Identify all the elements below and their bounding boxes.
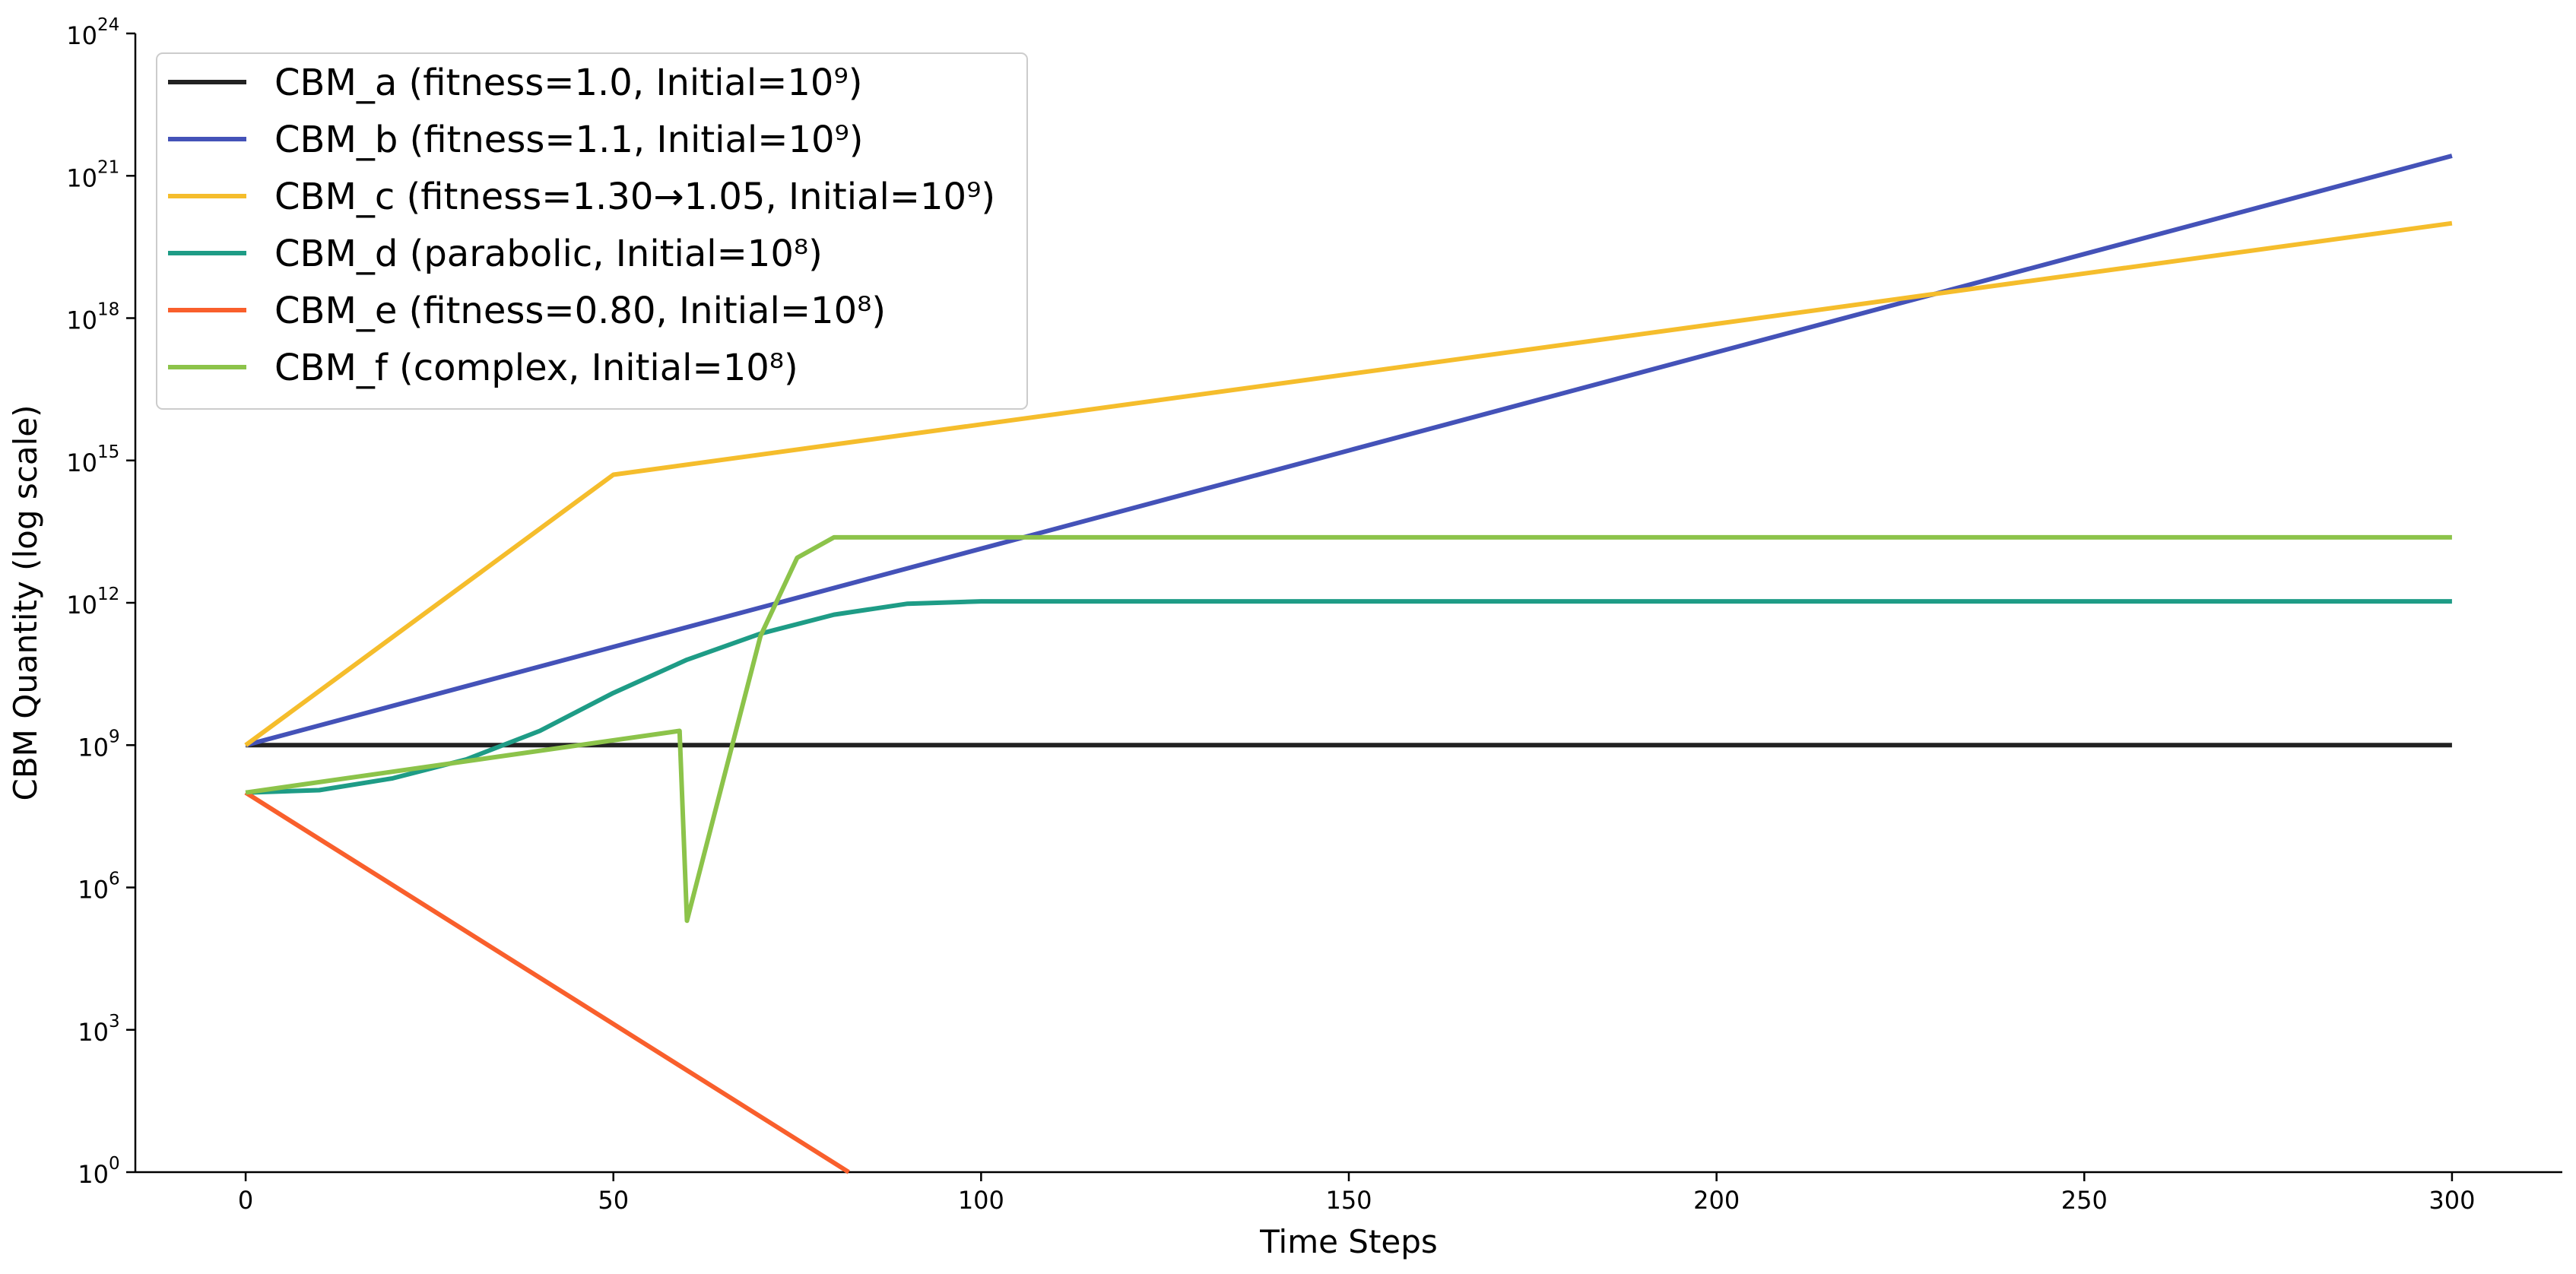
legend-label: CBM_b (fitness=1.1, Initial=10⁹) bbox=[274, 119, 864, 161]
y-tick-label: 10 0 bbox=[78, 1154, 119, 1189]
y-tick-label: 10 12 bbox=[66, 585, 119, 620]
y-tick-exponent: 9 bbox=[109, 727, 120, 746]
legend-box bbox=[156, 52, 1028, 410]
series-line-6 bbox=[245, 534, 2452, 924]
y-tick-base: 10 bbox=[66, 21, 97, 50]
legend: CBM_a (fitness=1.0, Initial=10⁹) CBM_b (f… bbox=[156, 52, 1028, 410]
legend-label: CBM_d (parabolic, Initial=10⁸) bbox=[274, 233, 823, 275]
x-axis-label: Time Steps bbox=[1259, 1223, 1438, 1260]
y-tick-label: 10 6 bbox=[78, 870, 119, 905]
legend-label: CBM_f (complex, Initial=10⁸) bbox=[274, 347, 798, 389]
x-tick-label: 100 bbox=[958, 1186, 1004, 1215]
legend-label: CBM_e (fitness=0.80, Initial=10⁸) bbox=[274, 290, 886, 332]
y-tick-base: 10 bbox=[78, 1160, 109, 1189]
series-line-3 bbox=[244, 220, 2453, 747]
y-tick-exponent: 6 bbox=[109, 870, 120, 889]
x-tick-label: 150 bbox=[1325, 1186, 1372, 1215]
y-tick-label: 10 9 bbox=[78, 727, 119, 762]
legend-label: CBM_c (fitness=1.30→1.05, Initial=10⁹) bbox=[274, 176, 995, 218]
y-tick-base: 10 bbox=[66, 163, 97, 192]
legend-label: CBM_a (fitness=1.0, Initial=10⁹) bbox=[274, 62, 862, 104]
y-tick-base: 10 bbox=[66, 448, 97, 477]
y-tick-exponent: 18 bbox=[97, 300, 119, 320]
y-tick-base: 10 bbox=[66, 306, 97, 335]
series-line-4 bbox=[246, 599, 2452, 795]
y-tick-exponent: 0 bbox=[109, 1154, 120, 1174]
series-line-5 bbox=[244, 791, 850, 1174]
y-tick-label: 10 15 bbox=[66, 442, 119, 477]
y-tick-base: 10 bbox=[78, 733, 109, 762]
y-tick-exponent: 3 bbox=[109, 1012, 120, 1032]
y-tick-label: 10 24 bbox=[66, 15, 119, 50]
x-tick-label: 300 bbox=[2428, 1186, 2475, 1215]
y-tick-label: 10 3 bbox=[78, 1012, 119, 1047]
series-layer bbox=[244, 154, 2453, 1174]
y-tick-base: 10 bbox=[78, 1018, 109, 1047]
y-tick-label: 10 18 bbox=[66, 300, 119, 335]
x-tick-label: 200 bbox=[1693, 1186, 1740, 1215]
y-tick-base: 10 bbox=[66, 591, 97, 620]
y-axis-label: CBM Quantity (log scale) bbox=[7, 405, 44, 801]
y-tick-exponent: 12 bbox=[97, 585, 119, 604]
y-tick-label: 10 21 bbox=[66, 157, 119, 192]
x-tick-label: 50 bbox=[598, 1186, 629, 1215]
x-tick-label: 250 bbox=[2061, 1186, 2108, 1215]
x-tick-label: 0 bbox=[238, 1186, 253, 1215]
y-tick-base: 10 bbox=[78, 876, 109, 905]
y-tick-exponent: 21 bbox=[97, 157, 119, 177]
series-line-2 bbox=[245, 154, 2453, 748]
y-tick-exponent: 15 bbox=[97, 442, 119, 462]
y-tick-exponent: 24 bbox=[97, 15, 119, 35]
